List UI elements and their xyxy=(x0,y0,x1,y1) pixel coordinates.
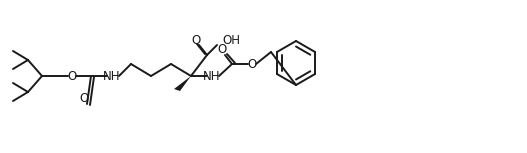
Text: O: O xyxy=(191,34,201,47)
Text: O: O xyxy=(247,58,257,71)
Text: NH: NH xyxy=(103,69,121,82)
Text: OH: OH xyxy=(222,34,240,47)
Text: O: O xyxy=(217,43,227,56)
Polygon shape xyxy=(174,76,191,91)
Text: O: O xyxy=(67,69,76,82)
Text: O: O xyxy=(80,91,89,104)
Text: NH: NH xyxy=(203,69,221,82)
